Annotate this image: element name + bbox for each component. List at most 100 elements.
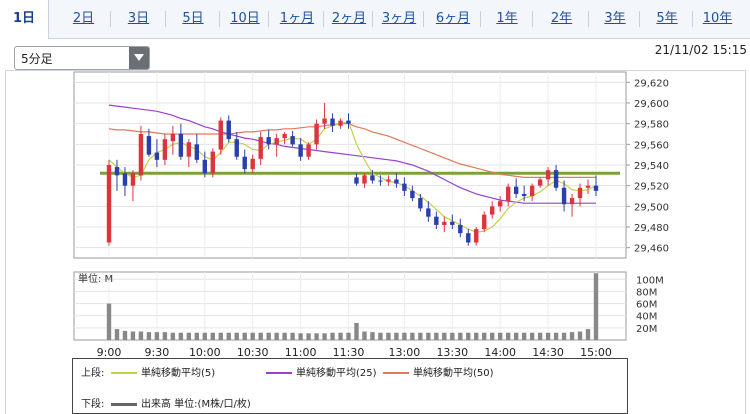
candle-body: [402, 183, 407, 191]
volume-bar: [458, 332, 463, 340]
candle-body: [234, 139, 239, 157]
tab-4[interactable]: 10日: [230, 11, 260, 26]
volume-bar: [529, 332, 535, 340]
price-tick-label: 29,600: [634, 99, 669, 110]
volume-bar: [266, 332, 271, 340]
candle-body: [378, 180, 383, 182]
price-tick-label: 29,540: [634, 161, 669, 172]
candle-body: [346, 120, 351, 124]
tab-separator: [165, 11, 166, 27]
candle-body: [394, 179, 399, 184]
volume-bar: [154, 332, 160, 340]
candle-body: [561, 187, 567, 205]
volume-bar: [362, 331, 367, 340]
legend-ma5: 単純移動平均(5): [111, 364, 215, 379]
time-tick-label: 10:00: [189, 346, 221, 359]
time-tick-label: 13:30: [436, 346, 468, 359]
dropdown-button[interactable]: [129, 47, 149, 69]
volume-bar: [106, 303, 112, 340]
tab-11[interactable]: 3年: [604, 11, 626, 26]
candle-body: [130, 173, 136, 186]
volume-bar: [138, 331, 144, 340]
volume-bar: [122, 330, 128, 340]
volume-bar: [505, 332, 511, 340]
volume-bar: [282, 332, 287, 340]
ma50-swatch: [383, 372, 409, 374]
tab-7[interactable]: 3ヶ月: [381, 11, 417, 26]
candle-body: [458, 224, 463, 234]
tab-0[interactable]: 1日: [0, 0, 49, 39]
candle-body: [434, 216, 439, 225]
candle-body: [553, 170, 559, 188]
price-tick-label: 29,460: [634, 244, 669, 255]
candle-body: [450, 221, 455, 225]
candle-body: [170, 134, 176, 142]
time-tick-label: 10:30: [237, 346, 269, 359]
volume-tick-label: 60M: [636, 300, 657, 311]
volume-tick-label: 20M: [636, 324, 657, 335]
tab-3[interactable]: 5日: [182, 11, 204, 26]
volume-bar: [210, 332, 215, 340]
volume-bar: [202, 332, 208, 340]
candle-body: [250, 158, 255, 170]
legend: 上段: 単純移動平均(5) 単純移動平均(25) 単純移動平均(50) 下段: …: [72, 358, 628, 414]
tab-separator: [423, 11, 424, 27]
candle-body: [386, 179, 391, 182]
volume-bar: [418, 332, 423, 340]
period-tabbar: 1日 2日 3日 5日 10日 1ヶ月 2ヶ月 3ヶ月 6ヶ月 1年 2年 3年 5年 10年: [0, 0, 750, 39]
candle-body: [585, 185, 591, 188]
volume-bar: [553, 332, 559, 340]
tab-2[interactable]: 3日: [127, 11, 150, 26]
tab-8[interactable]: 6ヶ月: [435, 11, 471, 26]
candle-body: [178, 134, 184, 157]
legend-ma50: 単純移動平均(50): [383, 364, 494, 379]
volume-tick-label: 100M: [636, 275, 664, 286]
volume-bar: [378, 332, 383, 340]
ma5-swatch: [111, 372, 137, 374]
tab-9[interactable]: 1年: [496, 11, 518, 26]
volume-bar: [114, 329, 120, 340]
candle-body: [330, 118, 335, 126]
tab-6[interactable]: 2ヶ月: [331, 11, 367, 26]
volume-bar: [306, 333, 311, 340]
ma25-swatch: [266, 372, 292, 374]
candle-body: [314, 123, 319, 145]
ma50-line: [108, 123, 596, 178]
candle-body: [545, 170, 551, 180]
tab-13[interactable]: 10年: [702, 11, 733, 26]
time-tick-label: 11:30: [333, 346, 365, 359]
tab-12[interactable]: 5年: [656, 11, 678, 26]
tab-separator: [639, 11, 640, 27]
volume-panel: [73, 271, 627, 341]
candle-body: [306, 144, 311, 157]
candle-body: [497, 201, 503, 207]
volume-bar: [426, 332, 431, 340]
volume-bar: [474, 332, 479, 340]
candle-body: [521, 193, 527, 196]
tab-separator: [268, 11, 269, 27]
volume-bar: [593, 273, 599, 340]
chevron-down-icon: [134, 54, 144, 61]
tab-10[interactable]: 2年: [550, 11, 573, 26]
volume-bar: [346, 332, 351, 340]
tab-5[interactable]: 1ヶ月: [279, 11, 315, 26]
volume-bar: [290, 332, 295, 340]
candle-body: [529, 185, 535, 196]
time-tick-label: 9:00: [97, 346, 122, 359]
candle-body: [298, 144, 303, 157]
candle-body: [106, 165, 112, 243]
tab-separator: [219, 11, 220, 27]
candle-body: [274, 138, 279, 145]
legend-lower-label: 下段:: [81, 399, 105, 410]
volume-bar: [386, 332, 391, 340]
candle-body: [505, 186, 511, 202]
volume-bar: [466, 332, 471, 340]
candle-body: [577, 187, 583, 199]
candle-body: [114, 167, 120, 176]
interval-select[interactable]: 5分足: [14, 46, 150, 70]
volume-tick-label: 40M: [636, 312, 657, 323]
tab-1[interactable]: 2日: [72, 11, 95, 26]
candle-body: [210, 151, 215, 174]
legend-ma5-label: 単純移動平均(5): [141, 368, 216, 379]
volume-bar: [537, 332, 543, 340]
